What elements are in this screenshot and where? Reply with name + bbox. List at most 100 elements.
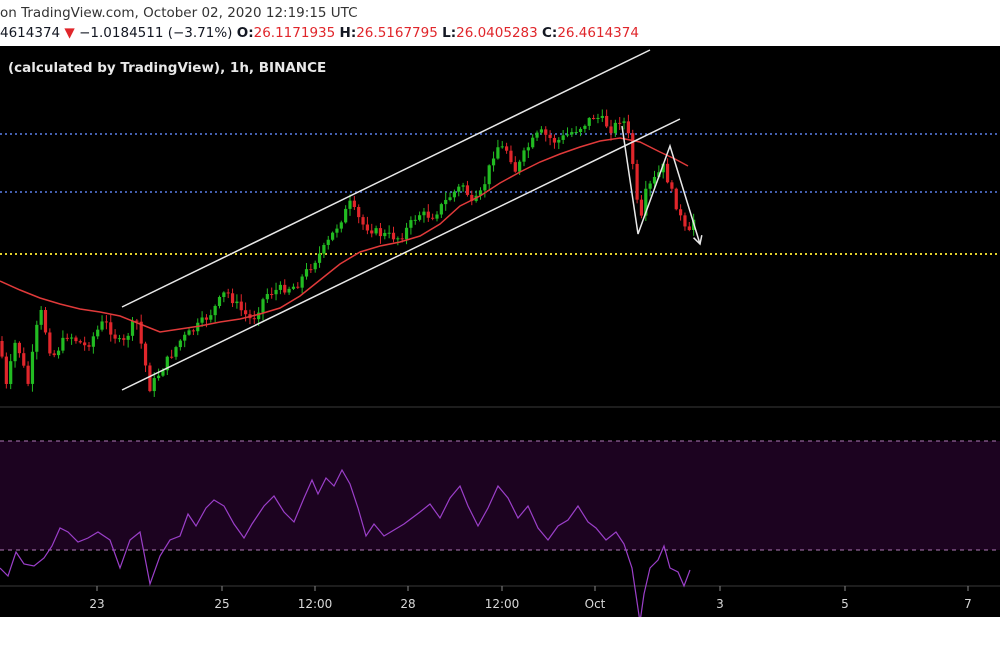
candle-body [270, 294, 274, 296]
candle-body [452, 191, 456, 198]
rsi-band [0, 441, 1000, 550]
candle-body [283, 284, 287, 293]
candle-body [287, 288, 291, 293]
candle-body [83, 342, 87, 346]
candle-body [100, 321, 104, 330]
candle-body [117, 338, 122, 340]
candle-body [613, 122, 617, 134]
candle-body [526, 147, 530, 151]
candle-body [30, 351, 35, 384]
breakdown-arrowhead [693, 235, 703, 246]
candle-body [622, 121, 626, 123]
channel-lower-line [121, 118, 681, 391]
candle-body [261, 299, 265, 313]
candle-body [483, 184, 487, 191]
candle-body [35, 324, 39, 352]
candle-body [91, 336, 95, 347]
candle-body [265, 294, 269, 300]
candlesticks [0, 109, 696, 397]
candle-body [217, 296, 222, 307]
candle-body [552, 137, 557, 143]
candle-body [56, 350, 61, 356]
candle-body [674, 188, 678, 210]
candle-body [396, 238, 400, 240]
candle-body [413, 219, 417, 221]
down-arrow-icon: ▼ [64, 25, 75, 41]
candle-body [387, 232, 391, 234]
candle-body [104, 321, 108, 323]
candle-body [96, 329, 100, 337]
candle-body [605, 115, 609, 127]
candle-body [126, 335, 130, 340]
candle-body [165, 356, 169, 371]
candle-body [309, 269, 313, 271]
breakdown-path [621, 125, 701, 245]
candle-body [661, 163, 665, 173]
candle-body [244, 310, 248, 315]
candle-body [513, 162, 517, 172]
candle-body [22, 353, 26, 366]
candle-body [304, 269, 309, 277]
candle-body [435, 214, 439, 219]
candle-body [578, 128, 583, 133]
candle-body [561, 135, 565, 140]
candle-body [157, 375, 161, 379]
candle-body [500, 146, 504, 148]
candle-body [52, 353, 56, 356]
candle-body [352, 200, 356, 208]
candle-body [548, 134, 552, 138]
low-label: L: [442, 25, 457, 41]
candle-body [374, 228, 378, 234]
candle-body [43, 309, 48, 333]
candle-body [65, 337, 69, 339]
candle-body [418, 215, 422, 220]
x-tick-label: 12:00 [298, 597, 333, 611]
candle-body [9, 361, 13, 384]
candle-body [143, 343, 148, 366]
candle-body [61, 337, 65, 351]
candle-body [235, 301, 239, 304]
candle-body [648, 183, 652, 189]
candle-body [26, 365, 30, 384]
candle-body [461, 185, 465, 187]
candle-body [322, 244, 326, 254]
close-label: C: [542, 25, 558, 41]
candle-body [665, 163, 670, 183]
candle-body [317, 253, 322, 263]
x-tick-label: 3 [716, 597, 724, 611]
candle-body [378, 228, 383, 237]
candle-body [183, 334, 187, 341]
candle-body [626, 121, 630, 134]
candle-body [509, 150, 513, 163]
candle-body [252, 318, 256, 320]
candle-body [278, 284, 282, 290]
candle-body [239, 301, 243, 311]
x-tick-label: Oct [585, 597, 606, 611]
candle-body [487, 165, 491, 185]
candle-body [596, 117, 600, 119]
candle-body [631, 133, 635, 164]
candle-body [422, 211, 426, 216]
candle-body [544, 129, 548, 135]
candle-body [122, 338, 126, 340]
candle-body [465, 185, 470, 195]
time-axis: 23 25 12:00 28 12:00 Oct 3 5 7 [89, 586, 972, 611]
candle-body [557, 139, 561, 143]
candle-body [679, 209, 683, 216]
source-text: on TradingView.com, October 02, 2020 12:… [0, 5, 358, 21]
candle-body [531, 137, 535, 148]
high-label: H: [339, 25, 357, 41]
candle-body [518, 161, 522, 172]
candle-body [161, 370, 165, 376]
candle-body [135, 320, 139, 322]
candle-body [370, 230, 374, 234]
candle-body [339, 222, 343, 229]
candle-body [444, 199, 448, 205]
candle-body [178, 340, 182, 348]
candle-body [139, 321, 143, 344]
candle-body [213, 306, 217, 316]
candle-body [174, 347, 178, 357]
price-chart[interactable]: (calculated by TradingView), 1h, BINANCE… [0, 46, 1000, 617]
ohlc-readout: 4614374 ▼ −1.0184511 (−3.71%) O:26.11719… [0, 24, 639, 42]
x-tick-label: 7 [964, 597, 972, 611]
